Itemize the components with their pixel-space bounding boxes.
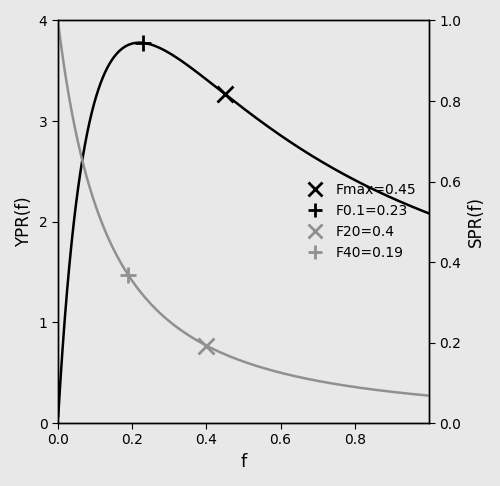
Legend: Fmax=0.45, F0.1=0.23, F20=0.4, F40=0.19: Fmax=0.45, F0.1=0.23, F20=0.4, F40=0.19: [296, 178, 422, 266]
Y-axis label: SPR(f): SPR(f): [467, 196, 485, 247]
X-axis label: f: f: [240, 453, 246, 471]
Y-axis label: YPR(f): YPR(f): [15, 196, 33, 247]
